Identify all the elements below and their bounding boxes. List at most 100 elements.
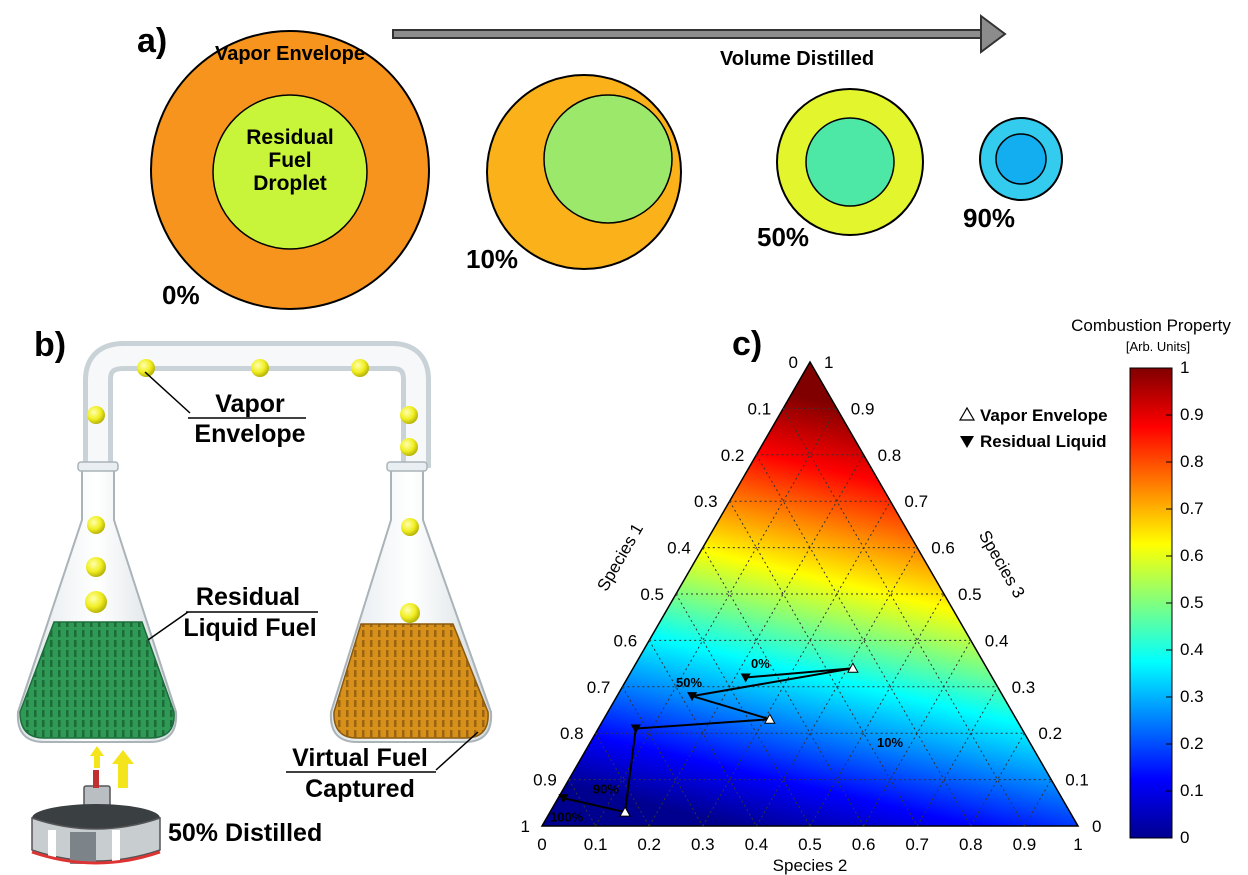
tick-species-3: 0.9 <box>851 399 875 418</box>
trajectory-annotation: 50% <box>676 675 702 690</box>
panel-b-label: b) <box>34 326 66 364</box>
colorbar-tick-label: 0.4 <box>1180 640 1204 659</box>
axis-species-3: Species 3 <box>975 527 1029 601</box>
tick-species-3: 0.7 <box>904 492 928 511</box>
colorbar-tick-label: 0.7 <box>1180 499 1204 518</box>
tick-species-1: 0.4 <box>667 539 691 558</box>
ternary-tick-labels: 0 0 0 0.1 0.1 0.1 0.2 0.2 0.2 0.3 0.3 0.3 0.4 0.4 0.4 0… <box>521 353 1102 854</box>
vapor-label-1: Vapor <box>215 390 285 418</box>
tick-species-1: 1 <box>521 817 530 836</box>
vapor-ball <box>400 406 418 424</box>
stage-10-label: 10% <box>466 244 518 274</box>
residual-liquid-point <box>630 724 641 734</box>
vapor-ball <box>401 518 419 536</box>
colorbar-tick-label: 0 <box>1180 828 1189 847</box>
grid-line <box>621 686 704 827</box>
tick-species-3: 0.1 <box>1065 771 1089 790</box>
vapor-ball <box>137 359 155 377</box>
vapor-ball <box>85 591 107 613</box>
tick-species-1: 0.7 <box>587 678 611 697</box>
stage-50: 50% <box>757 88 924 252</box>
captured-label-2: Captured <box>305 775 415 803</box>
residual-liquid <box>19 621 175 739</box>
captured-leader-line <box>435 731 479 771</box>
vapor-ball <box>400 438 418 456</box>
liquid-label-1: Residual <box>196 583 300 611</box>
volume-arrow <box>392 14 1007 54</box>
ternary-grid <box>568 407 1052 827</box>
tick-species-3: 0.4 <box>985 631 1009 650</box>
colorbar-tick-label: 0.8 <box>1180 452 1204 471</box>
tick-species-2: 0.7 <box>905 835 929 854</box>
burner-icon <box>31 770 161 865</box>
residual-liquid-point <box>558 794 569 804</box>
vapor-ball <box>87 516 105 534</box>
vapor-leader-line <box>144 371 191 414</box>
panel-a-label: a) <box>137 22 167 60</box>
axis-species-1: Species 1 <box>593 520 647 594</box>
legend-marker-vapor <box>958 406 976 421</box>
colorbar-tick-label: 0.3 <box>1180 687 1204 706</box>
tick-species-2: 0.9 <box>1013 835 1037 854</box>
vapor-envelope-point <box>847 662 859 673</box>
grid-line <box>755 547 918 827</box>
vapor-ball <box>86 557 106 577</box>
legend: Vapor Envelope Residual Liquid <box>958 406 1108 451</box>
panel-b: b) <box>16 326 493 865</box>
trajectory-annotation: 10% <box>877 735 903 750</box>
trajectory-annotation: 100% <box>550 809 584 824</box>
tick-species-1: 0.9 <box>533 771 557 790</box>
colorbar-tick-label: 1 <box>1180 358 1189 377</box>
residual-liquid-point <box>740 673 751 683</box>
tick-species-2: 0 <box>537 835 546 854</box>
colorbar-ticks: 0 0.1 0.2 0.3 0.4 0.5 0.6 0.7 0.8 0.9 1 <box>1166 358 1204 847</box>
vapor-envelope-point <box>763 713 776 724</box>
residual-droplet-circle <box>212 94 368 250</box>
stage-0: Vapor Envelope Residual Fuel Droplet 0% <box>150 30 430 310</box>
tick-species-1: 0.6 <box>614 631 638 650</box>
panel-c: c) 0000.10.10.10.20.20.20.30.30.30.40.40… <box>521 316 1232 875</box>
legend-marker-residual <box>960 436 974 448</box>
captured-liquid <box>333 623 489 739</box>
grid-line <box>916 686 999 827</box>
grid-line <box>755 454 972 827</box>
droplet-label-1: Residual <box>246 126 334 149</box>
colorbar-tick-label: 0.9 <box>1180 405 1204 424</box>
tick-species-1: 0.5 <box>640 585 664 604</box>
tick-species-3: 0.6 <box>931 539 955 558</box>
tick-species-3: 1 <box>824 353 833 372</box>
tick-species-1: 0 <box>789 353 798 372</box>
stage-50-label: 50% <box>757 222 809 252</box>
grid-line <box>702 547 865 827</box>
tick-species-3: 0.8 <box>878 446 902 465</box>
grid-line <box>648 640 757 827</box>
stage-90: 90% <box>963 117 1063 233</box>
colorbar-tick-label: 0.1 <box>1180 781 1204 800</box>
vapor-balls <box>85 359 420 623</box>
vapor-envelope-label: Vapor Envelope <box>215 43 365 65</box>
glass-tube-inner <box>88 346 426 468</box>
tick-species-2: 0.5 <box>798 835 822 854</box>
tick-species-2: 0.8 <box>959 835 983 854</box>
residual-liquid-point <box>687 692 698 702</box>
captured-flask <box>329 461 493 743</box>
trajectory-annotation: 90% <box>593 782 619 797</box>
tick-species-1: 0.3 <box>694 492 718 511</box>
tick-species-2: 0.2 <box>637 835 661 854</box>
trajectory-annotations: 0% 10% 50% 90% 100% <box>550 656 903 824</box>
captured-label-1: Virtual Fuel <box>292 744 428 772</box>
tick-species-2: 0.6 <box>852 835 876 854</box>
droplet-label-3: Droplet <box>253 172 327 195</box>
trajectory-markers <box>558 662 859 817</box>
colorbar-tick-label: 0.5 <box>1180 593 1204 612</box>
tick-species-2: 0.4 <box>745 835 769 854</box>
residual-droplet-circle <box>995 133 1047 185</box>
grid-line <box>863 640 972 827</box>
tick-species-1: 0.1 <box>748 399 772 418</box>
tick-species-1: 0.2 <box>721 446 745 465</box>
tick-species-3: 0 <box>1092 817 1101 836</box>
panel-a: a) Volume Distilled Vapor Envelope Resid… <box>137 14 1063 310</box>
legend-residual-label: Residual Liquid <box>980 432 1107 451</box>
heat-arrows <box>90 746 134 788</box>
